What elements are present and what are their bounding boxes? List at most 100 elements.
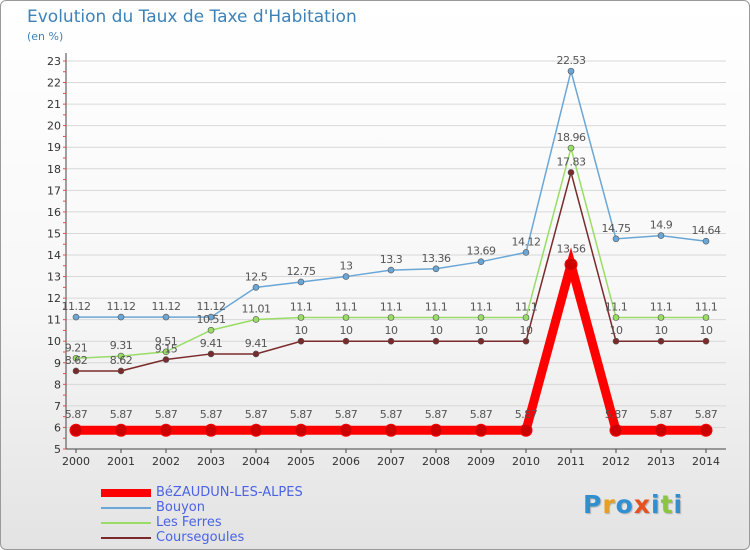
data-point: [342, 337, 350, 345]
proxiti-logo: Proxiti: [583, 490, 683, 519]
y-tick-label: 23: [47, 55, 61, 68]
data-label: 9.51: [155, 335, 178, 348]
y-tick-label: 13: [47, 271, 61, 284]
data-point: [342, 314, 350, 321]
data-point: [657, 232, 665, 239]
x-tick-label: 2013: [647, 455, 675, 468]
data-label: 10: [475, 324, 488, 337]
data-point: [432, 337, 440, 345]
x-tick-label: 2005: [287, 455, 315, 468]
data-label: 11.1: [425, 301, 448, 314]
data-label: 22.53: [557, 54, 586, 67]
data-point: [114, 423, 128, 437]
data-point: [519, 423, 533, 437]
data-label: 10: [385, 324, 398, 337]
x-tick-label: 2002: [152, 455, 180, 468]
data-point: [162, 356, 170, 363]
data-point: [702, 314, 710, 321]
data-label: 5.87: [110, 408, 133, 421]
data-label: 10: [295, 324, 308, 337]
x-tick-label: 2006: [332, 455, 360, 468]
data-label: 14.12: [512, 235, 541, 248]
x-tick-label: 2012: [602, 455, 630, 468]
data-label: 8.62: [65, 354, 88, 367]
logo-letter: i: [651, 490, 661, 519]
data-label: 5.87: [380, 408, 403, 421]
data-point: [162, 348, 170, 356]
data-point: [699, 423, 713, 437]
data-label: 9.41: [245, 337, 268, 350]
y-tick-label: 17: [47, 184, 61, 197]
data-point: [609, 423, 623, 437]
y-tick-labels: 5 6 7 8 9 10 11 12 13 14 15 16 17 18 19 20 21 22 23: [47, 55, 61, 456]
data-point: [207, 313, 215, 321]
y-tick-label: 10: [47, 335, 61, 348]
data-label: 9.21: [65, 341, 88, 354]
data-label: 10: [700, 324, 713, 337]
x-tick-label: 2014: [692, 455, 720, 468]
data-point: [612, 337, 620, 345]
data-label: 10: [520, 324, 533, 337]
data-label: 10.51: [197, 313, 226, 326]
data-label: 11.1: [605, 301, 628, 314]
data-label: 13.69: [467, 245, 496, 258]
data-label: 5.87: [425, 408, 448, 421]
data-label: 12.5: [245, 270, 268, 283]
data-point: [432, 314, 440, 321]
data-label: 5.87: [65, 408, 88, 421]
logo-letter: o: [615, 490, 634, 519]
data-label: 11.12: [152, 300, 181, 313]
x-tick-label: 2008: [422, 455, 450, 468]
data-label: 14.75: [602, 222, 631, 235]
data-point: [429, 423, 443, 437]
y-tick-label: 12: [47, 292, 61, 305]
data-label: 11.1: [335, 301, 358, 314]
y-tick-label: 18: [47, 163, 61, 176]
data-point: [162, 313, 170, 321]
data-label: 9.15: [155, 343, 178, 356]
data-point: [117, 313, 125, 321]
data-label: 5.87: [515, 408, 538, 421]
y-tick-label: 14: [47, 249, 61, 262]
data-label: 5.87: [650, 408, 673, 421]
x-tick-label: 2000: [62, 455, 90, 468]
data-label: 11.1: [290, 301, 313, 314]
data-point: [567, 169, 575, 176]
data-label: 11.1: [650, 301, 673, 314]
logo-letter: r: [602, 490, 616, 519]
data-point: [432, 265, 440, 273]
data-point: [522, 337, 530, 345]
series-lines: [69, 67, 713, 437]
data-point: [612, 235, 620, 243]
legend-label: BéZAUDUN-LES-ALPES: [156, 485, 303, 500]
data-point: [159, 423, 173, 437]
data-label: 14.64: [692, 224, 721, 237]
chart-title: Evolution du Taux de Taxe d'Habitation: [27, 7, 357, 27]
data-point: [252, 350, 260, 358]
axes: [63, 53, 726, 453]
data-point: [252, 284, 260, 291]
data-label: 5.87: [695, 408, 718, 421]
data-point: [387, 337, 395, 345]
data-point: [384, 423, 398, 437]
data-point: [657, 314, 665, 321]
y-tick-label: 22: [47, 77, 61, 90]
data-label: 10: [340, 324, 353, 337]
data-label: 11.1: [515, 301, 538, 314]
x-tick-label: 2001: [107, 455, 135, 468]
logo-letter: i: [673, 490, 684, 519]
data-point: [249, 423, 263, 437]
data-point: [567, 67, 575, 75]
data-point: [387, 314, 395, 321]
data-point: [612, 314, 620, 321]
data-label: 11.01: [242, 302, 271, 315]
y-tick-label: 8: [54, 378, 61, 391]
logo-letter: x: [633, 490, 651, 519]
logo-letter: t: [660, 490, 674, 519]
data-label: 5.87: [335, 408, 358, 421]
series-line-bouyon: [76, 68, 707, 318]
data-label: 9.41: [200, 337, 223, 350]
data-label: 18.96: [557, 131, 586, 144]
legend-swatch: [101, 506, 151, 509]
